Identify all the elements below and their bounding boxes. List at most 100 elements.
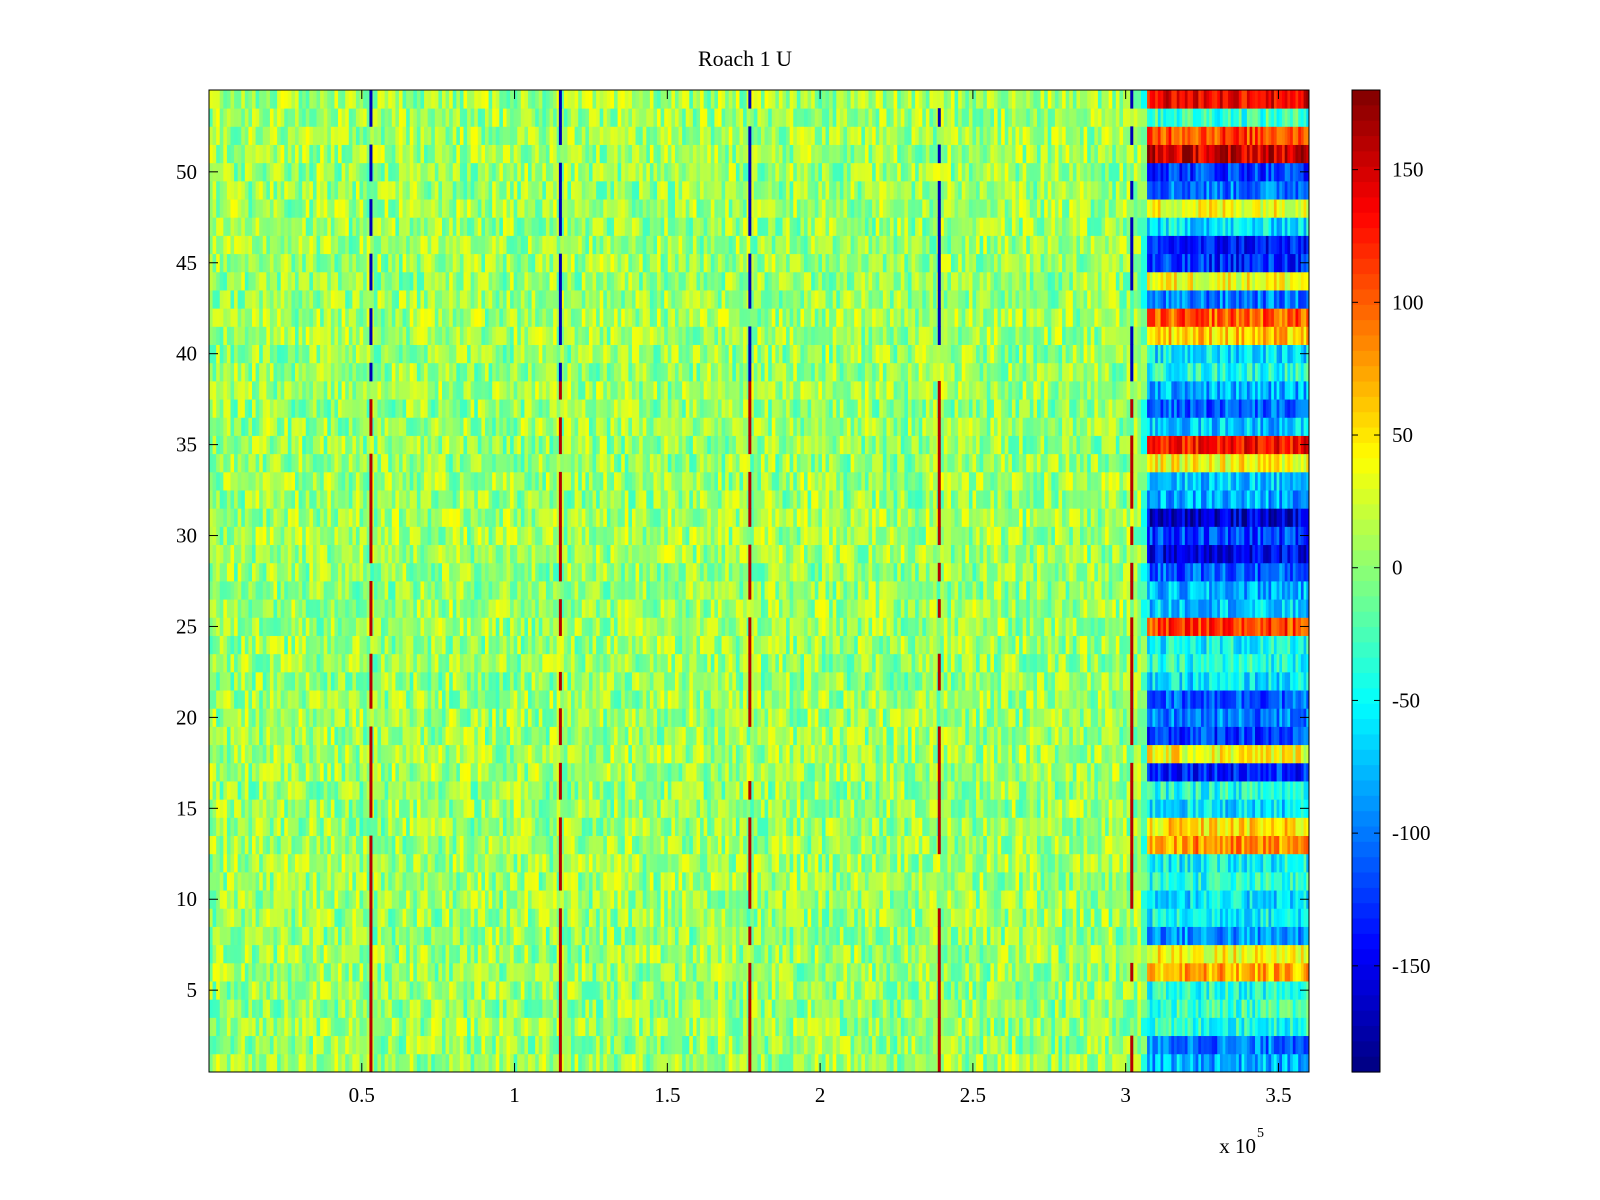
heatmap-cell <box>474 853 479 873</box>
heatmap-cell <box>700 744 705 764</box>
heatmap-cell <box>226 926 231 946</box>
heatmap-cell <box>309 817 314 836</box>
heatmap-cell <box>664 908 669 927</box>
heatmap-cell <box>592 890 597 909</box>
heatmap-cell <box>793 962 798 982</box>
heatmap-cell <box>345 1053 350 1073</box>
heatmap-cell <box>990 762 995 782</box>
heatmap-cell <box>900 1017 905 1037</box>
heatmap-cell <box>674 1017 679 1037</box>
heatmap-cell <box>241 762 246 782</box>
heatmap-cell <box>1040 817 1045 836</box>
heatmap-cell <box>1090 926 1095 946</box>
heatmap-cell <box>262 981 267 1000</box>
heatmap-cell <box>578 762 583 782</box>
heatmap-cell <box>739 1053 744 1073</box>
heatmap-cell <box>524 817 529 836</box>
heatmap-cell <box>1044 744 1049 764</box>
heatmap-cell <box>796 799 801 818</box>
heatmap-cell <box>918 853 923 873</box>
heatmap-cell <box>1001 908 1006 927</box>
heatmap-cell <box>775 726 780 746</box>
heatmap-cell <box>997 1035 1002 1055</box>
heatmap-cell <box>743 726 748 746</box>
heatmap-cell <box>219 781 224 800</box>
heatmap-cell <box>545 890 550 909</box>
heatmap-cell <box>477 926 482 946</box>
heatmap-cell <box>578 962 583 982</box>
heatmap-cell <box>868 726 873 746</box>
heatmap-cell <box>409 962 414 982</box>
heatmap-cell <box>717 890 722 909</box>
heatmap-cell <box>485 890 489 909</box>
heatmap-cell <box>1029 999 1034 1018</box>
heatmap-cell <box>1101 1035 1106 1055</box>
heatmap-cell <box>603 744 608 764</box>
heatmap-cell <box>1137 835 1142 855</box>
heatmap-cell <box>890 799 895 818</box>
heatmap-cell <box>786 1035 791 1055</box>
heatmap-cell <box>782 835 787 855</box>
heatmap-cell <box>309 871 314 891</box>
heatmap-cell <box>1069 926 1074 946</box>
heatmap-cell <box>284 817 289 836</box>
heatmap-cell <box>549 871 554 891</box>
heatmap-cell <box>470 853 475 873</box>
heatmap-cell <box>922 1053 927 1073</box>
heatmap-cell <box>495 926 500 946</box>
heatmap-cell <box>266 708 271 727</box>
heatmap-cell <box>610 999 615 1018</box>
heatmap-cell <box>861 944 866 964</box>
heatmap-cell <box>330 926 335 946</box>
heatmap-cell <box>499 962 504 982</box>
heatmap-cell <box>434 999 439 1018</box>
heatmap-cell <box>635 853 640 873</box>
heatmap-cell <box>219 944 224 964</box>
heatmap-cell <box>703 1035 708 1055</box>
heatmap-cell <box>334 799 339 818</box>
heatmap-cell <box>312 908 317 927</box>
heatmap-cell <box>657 981 662 1000</box>
heatmap-cell <box>814 926 819 946</box>
heatmap-cell <box>631 781 636 800</box>
heatmap-cell <box>531 1035 536 1055</box>
heatmap-cell <box>642 962 647 982</box>
heatmap-cell <box>786 835 791 855</box>
heatmap-cell <box>413 744 418 764</box>
heatmap-cell <box>850 926 855 946</box>
heatmap-cell <box>1019 744 1024 764</box>
heatmap-cell <box>972 1035 977 1055</box>
heatmap-cell <box>843 962 848 982</box>
heatmap-cell <box>717 908 722 927</box>
heatmap-cell <box>789 817 794 836</box>
heatmap-cell <box>649 871 654 891</box>
heatmap-cell <box>1083 835 1088 855</box>
heatmap-cell <box>244 762 249 782</box>
heatmap-cell <box>212 962 217 982</box>
heatmap-cell <box>338 835 343 855</box>
heatmap-cell <box>872 944 877 964</box>
heatmap-cell <box>542 799 547 818</box>
heatmap-cell <box>768 781 773 800</box>
heatmap-cell <box>219 1053 224 1073</box>
heatmap-cell <box>685 926 690 946</box>
heatmap-cell <box>284 871 289 891</box>
heatmap-cell <box>915 981 920 1000</box>
heatmap-cell <box>821 962 826 982</box>
heatmap-cell <box>431 781 436 800</box>
heatmap-cell <box>606 853 611 873</box>
heatmap-cell <box>1019 817 1024 836</box>
heatmap-cell <box>707 1035 712 1055</box>
heatmap-cell <box>674 835 679 855</box>
heatmap-cell <box>725 853 730 873</box>
heatmap-cell <box>993 762 998 782</box>
heatmap-cell <box>212 871 217 891</box>
heatmap-cell <box>545 871 550 891</box>
heatmap-cell <box>904 853 909 873</box>
heatmap-cell <box>725 871 730 891</box>
heatmap-cell <box>986 853 991 873</box>
heatmap-cell <box>323 890 328 909</box>
heatmap-cell <box>649 944 654 964</box>
heatmap-cell <box>943 962 948 982</box>
heatmap-cell <box>653 871 658 891</box>
